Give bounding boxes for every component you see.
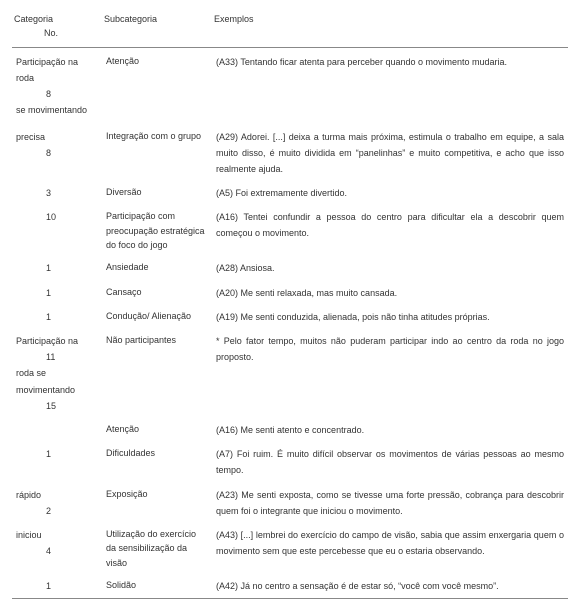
row-number: 1 <box>16 260 51 276</box>
cell-categoria: 1 <box>12 256 102 280</box>
row-number: 4 <box>16 543 51 559</box>
table-row: rápido 2 Exposição(A23) Me senti exposta, … <box>12 483 568 523</box>
cell-exemplo: (A7) Foi ruim. É muito difícil observar … <box>212 442 568 482</box>
row-number: 2 <box>16 503 51 519</box>
cell-subcategoria: Cansaço <box>102 281 212 305</box>
cell-exemplo: (A28) Ansiosa. <box>212 256 568 280</box>
table-bottom-rule <box>12 599 568 601</box>
header-no-label: No. <box>14 26 58 40</box>
table-row: Participação na roda 8 se movimentando Aten… <box>12 47 568 124</box>
row-number: 3 <box>16 185 51 201</box>
table-row: Atenção(A16) Me senti atento e concentra… <box>12 418 568 442</box>
category-text: iniciou <box>16 530 42 540</box>
category-count: 11 <box>16 349 55 365</box>
row-number: 1 <box>16 285 51 301</box>
row-number: 1 <box>16 309 51 325</box>
category-text: precisa <box>16 132 45 142</box>
table-header-row: Categoria No. Subcategoria Exemplos <box>12 8 568 47</box>
cell-subcategoria: Diversão <box>102 181 212 205</box>
cell-categoria: Participação na 11 roda se movimentando 15 <box>12 329 102 418</box>
cell-exemplo: (A33) Tentando ficar atenta para percebe… <box>212 47 568 124</box>
cell-exemplo: (A42) Já no centro a sensação é de estar… <box>212 574 568 599</box>
table-row: iniciou 4 Utilização do exercício da sensi… <box>12 523 568 574</box>
cell-subcategoria: Utilização do exercício da sensibilizaçã… <box>102 523 212 574</box>
cell-categoria: 1 <box>12 442 102 482</box>
cell-exemplo: * Pelo fator tempo, muitos não puderam p… <box>212 329 568 418</box>
category-count: 8 <box>16 86 51 102</box>
cell-categoria: rápido 2 <box>12 483 102 523</box>
row-number: 1 <box>16 446 51 462</box>
category-text: Participação na roda <box>16 57 78 83</box>
table-row: precisa 8 Integração com o grupo(A29) Ador… <box>12 125 568 182</box>
category-text: se movimentando <box>16 105 87 115</box>
cell-categoria: Participação na roda 8 se movimentando <box>12 47 102 124</box>
row-number: 8 <box>16 145 51 161</box>
header-subcategoria: Subcategoria <box>102 8 212 47</box>
category-text: roda se <box>16 368 46 378</box>
table-row: 10 Participação com preocupação estratégi… <box>12 205 568 256</box>
cell-subcategoria: Integração com o grupo <box>102 125 212 182</box>
cell-exemplo: (A29) Adorei. [...] deixa a turma mais p… <box>212 125 568 182</box>
table-row: 1 Dificuldades(A7) Foi ruim. É muito difí… <box>12 442 568 482</box>
cell-subcategoria: Dificuldades <box>102 442 212 482</box>
cell-categoria: 10 <box>12 205 102 256</box>
cell-subcategoria: Atenção <box>102 418 212 442</box>
cell-categoria: 3 <box>12 181 102 205</box>
cell-subcategoria: Condução/ Alienação <box>102 305 212 329</box>
header-categoria: Categoria No. <box>12 8 102 47</box>
table-row: 3 Diversão(A5) Foi extremamente divertido… <box>12 181 568 205</box>
table-row: 1 Condução/ Alienação(A19) Me senti condu… <box>12 305 568 329</box>
cell-categoria: 1 <box>12 281 102 305</box>
cell-subcategoria: Não participantes <box>102 329 212 418</box>
cell-categoria: iniciou 4 <box>12 523 102 574</box>
cell-categoria: 1 <box>12 305 102 329</box>
category-text: movimentando <box>16 385 75 395</box>
table-row: 1 Cansaço(A20) Me senti relaxada, mas mui… <box>12 281 568 305</box>
cell-subcategoria: Atenção <box>102 47 212 124</box>
cell-subcategoria: Solidão <box>102 574 212 599</box>
cell-exemplo: (A43) [...] lembrei do exercício do camp… <box>212 523 568 574</box>
data-table: Categoria No. Subcategoria Exemplos Part… <box>12 8 568 600</box>
cell-exemplo: (A20) Me senti relaxada, mas muito cansa… <box>212 281 568 305</box>
cell-subcategoria: Ansiedade <box>102 256 212 280</box>
header-categoria-label: Categoria <box>14 14 53 24</box>
cell-exemplo: (A16) Me senti atento e concentrado. <box>212 418 568 442</box>
cell-categoria <box>12 418 102 442</box>
cell-exemplo: (A19) Me senti conduzida, alienada, pois… <box>212 305 568 329</box>
cell-exemplo: (A16) Tentei confundir a pessoa do centr… <box>212 205 568 256</box>
category-count: 15 <box>16 398 56 414</box>
table-row: Participação na 11 roda se movimentando 15 Nã… <box>12 329 568 418</box>
cell-exemplo: (A5) Foi extremamente divertido. <box>212 181 568 205</box>
cell-subcategoria: Exposição <box>102 483 212 523</box>
header-exemplos: Exemplos <box>212 8 568 47</box>
cell-categoria: precisa 8 <box>12 125 102 182</box>
row-number: 1 <box>16 578 51 594</box>
cell-subcategoria: Participação com preocupação estratégica… <box>102 205 212 256</box>
category-text: rápido <box>16 490 41 500</box>
category-text: Participação na <box>16 336 78 346</box>
table-row: 1 Solidão(A42) Já no centro a sensação é … <box>12 574 568 599</box>
table-row: 1 Ansiedade(A28) Ansiosa. <box>12 256 568 280</box>
cell-categoria: 1 <box>12 574 102 599</box>
cell-exemplo: (A23) Me senti exposta, como se tivesse … <box>212 483 568 523</box>
row-number: 10 <box>16 209 56 225</box>
